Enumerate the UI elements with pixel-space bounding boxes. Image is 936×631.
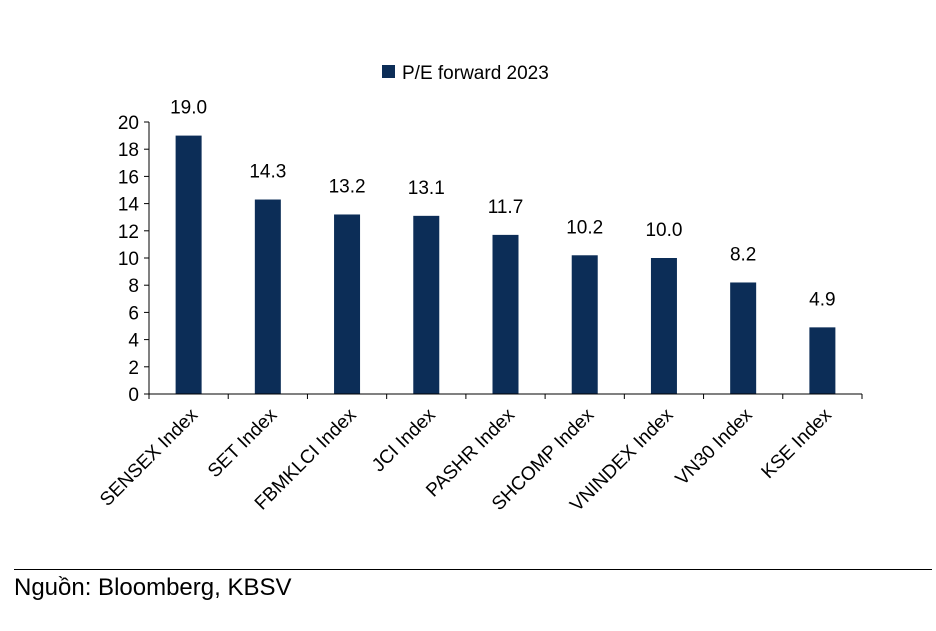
value-labels: 19.0 14.3 13.2 13.1 11.7 10.2 10.0 8.2 4.9 — [170, 98, 835, 311]
bar-value-label: 14.3 — [249, 162, 286, 183]
y-tick-label: 0 — [128, 385, 139, 406]
bar-value-label: 11.7 — [488, 197, 524, 218]
bar — [650, 258, 677, 394]
bar-value-label: 10.2 — [566, 217, 603, 238]
y-tick-label: 16 — [118, 167, 139, 188]
y-axis: 0 2 4 6 8 10 12 14 16 18 20 — [118, 113, 150, 406]
bar — [730, 282, 757, 394]
bar — [492, 234, 519, 394]
legend: P/E forward 2023 — [382, 63, 549, 84]
y-tick-label: 10 — [118, 249, 139, 270]
y-tick-label: 12 — [118, 222, 139, 243]
x-category-label: SENSEX Index — [96, 404, 202, 510]
x-category-label: SET Index — [204, 404, 282, 482]
y-tick-label: 20 — [118, 113, 139, 134]
y-tick-label: 8 — [128, 276, 139, 297]
legend-swatch — [382, 65, 395, 78]
x-category-label: KSE Index — [758, 404, 837, 483]
y-tick-label: 14 — [118, 195, 140, 216]
y-tick-label: 2 — [128, 358, 139, 379]
y-tick-label: 18 — [118, 140, 139, 161]
source-divider — [14, 569, 932, 570]
bar-value-label: 4.9 — [809, 289, 835, 310]
bar-series — [175, 135, 836, 394]
bar — [334, 214, 361, 394]
bar — [254, 199, 281, 394]
bar-value-label: 10.0 — [645, 220, 682, 241]
y-tick-label: 4 — [128, 331, 139, 352]
x-category-label: VN30 Index — [672, 404, 757, 489]
bar-value-label: 13.2 — [329, 176, 366, 197]
bar-value-label: 19.0 — [170, 98, 207, 119]
legend-label: P/E forward 2023 — [402, 63, 549, 84]
bar-value-label: 13.1 — [408, 178, 445, 199]
bar — [175, 135, 202, 394]
bar — [571, 255, 598, 394]
x-category-label: JCI Index — [368, 404, 440, 476]
bar-value-label: 8.2 — [730, 244, 756, 265]
bar — [413, 215, 440, 394]
bar — [809, 327, 836, 394]
source-note: Nguồn: Bloomberg, KBSV — [14, 574, 292, 601]
y-tick-label: 6 — [128, 303, 139, 324]
